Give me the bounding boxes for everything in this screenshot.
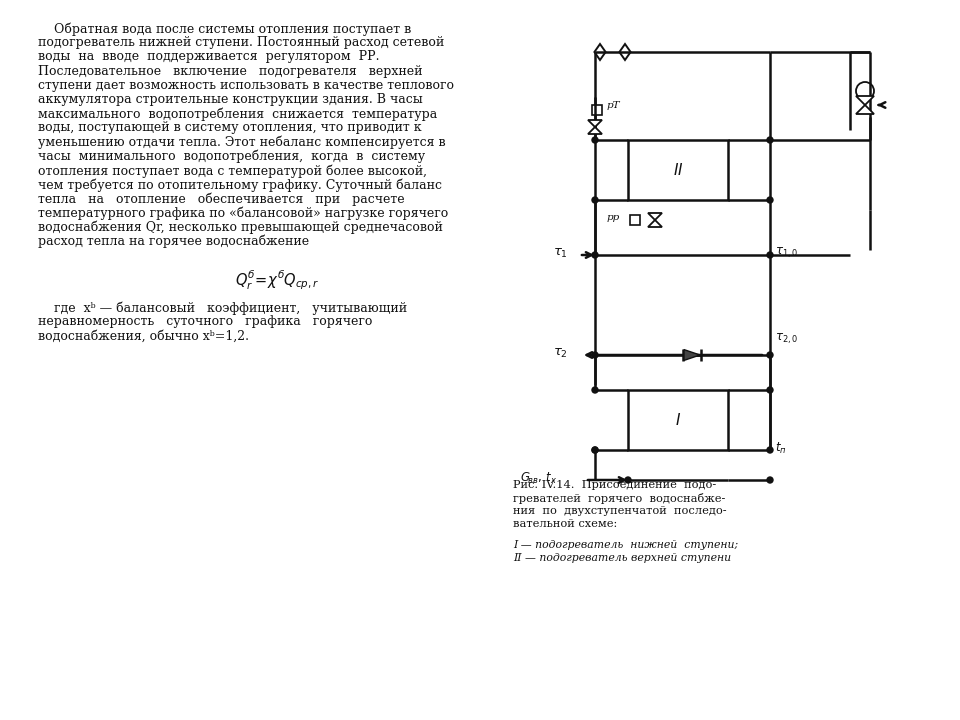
Circle shape xyxy=(767,197,773,203)
Circle shape xyxy=(767,447,773,453)
Polygon shape xyxy=(856,96,874,105)
Text: $\tau_1$: $\tau_1$ xyxy=(553,246,568,259)
Circle shape xyxy=(592,447,598,453)
Circle shape xyxy=(592,352,598,358)
Text: вательной схеме:: вательной схеме: xyxy=(513,519,617,529)
Text: где  хᵇ — балансовый   коэффициент,   учитывающий: где хᵇ — балансовый коэффициент, учитыва… xyxy=(38,301,407,315)
Text: водоснабжения Qr, несколько превышающей среднечасовой: водоснабжения Qr, несколько превышающей … xyxy=(38,221,443,234)
Text: чем требуется по отопительному графику. Суточный баланс: чем требуется по отопительному графику. … xyxy=(38,179,442,192)
Text: подогреватель нижней ступени. Постоянный расход сетевой: подогреватель нижней ступени. Постоянный… xyxy=(38,36,444,49)
Text: II — подогреватель верхней ступени: II — подогреватель верхней ступени xyxy=(513,553,732,563)
Circle shape xyxy=(592,137,598,143)
Circle shape xyxy=(767,137,773,143)
Circle shape xyxy=(767,387,773,393)
Text: рТ: рТ xyxy=(607,102,620,110)
Text: $\tau_{1,0}$: $\tau_{1,0}$ xyxy=(775,246,798,260)
Text: $t_п$: $t_п$ xyxy=(775,441,786,456)
Text: гревателей  горячего  водоснабже-: гревателей горячего водоснабже- xyxy=(513,493,726,504)
Text: Последовательное   включение   подогревателя   верхней: Последовательное включение подогревателя… xyxy=(38,65,422,78)
Circle shape xyxy=(592,387,598,393)
Text: расход тепла на горячее водоснабжение: расход тепла на горячее водоснабжение xyxy=(38,235,309,248)
Text: ния  по  двухступенчатой  последо-: ния по двухступенчатой последо- xyxy=(513,506,727,516)
Text: температурного графика по «балансовой» нагрузке горячего: температурного графика по «балансовой» н… xyxy=(38,207,448,220)
Text: $G_{\!вв},\,t_х$: $G_{\!вв},\,t_х$ xyxy=(520,470,558,485)
Bar xyxy=(592,105,602,115)
Circle shape xyxy=(592,197,598,203)
Text: воды  на  вводе  поддерживается  регулятором  РР.: воды на вводе поддерживается регулятором… xyxy=(38,50,379,63)
Polygon shape xyxy=(648,220,662,227)
Text: Рис. IV.14.  Присоединение  подо-: Рис. IV.14. Присоединение подо- xyxy=(513,480,716,490)
Text: аккумулятора строительные конструкции здания. В часы: аккумулятора строительные конструкции зд… xyxy=(38,93,422,106)
Text: воды, поступающей в систему отопления, что приводит к: воды, поступающей в систему отопления, ч… xyxy=(38,122,421,135)
Circle shape xyxy=(767,252,773,258)
Text: $\tau_{2,0}$: $\tau_{2,0}$ xyxy=(775,332,798,346)
Bar xyxy=(630,215,640,225)
Text: $\tau_2$: $\tau_2$ xyxy=(553,346,568,359)
Polygon shape xyxy=(588,127,602,134)
Text: $Q_r^б\!=\!\chi^б Q_{ср,r}$: $Q_r^б\!=\!\chi^б Q_{ср,r}$ xyxy=(235,267,320,292)
Text: рр: рр xyxy=(607,214,620,222)
Bar xyxy=(628,140,728,200)
Text: $\mathit{I}$: $\mathit{I}$ xyxy=(675,412,681,428)
Text: ступени дает возможность использовать в качестве теплового: ступени дает возможность использовать в … xyxy=(38,78,454,91)
Text: $\mathit{II}$: $\mathit{II}$ xyxy=(673,162,684,178)
Text: максимального  водопотребления  снижается  температура: максимального водопотребления снижается … xyxy=(38,107,437,121)
Circle shape xyxy=(592,447,598,453)
Circle shape xyxy=(592,252,598,258)
Circle shape xyxy=(767,477,773,483)
Text: Обратная вода после системы отопления поступает в: Обратная вода после системы отопления по… xyxy=(38,22,411,35)
Text: отопления поступает вода с температурой более высокой,: отопления поступает вода с температурой … xyxy=(38,164,427,178)
Polygon shape xyxy=(588,120,602,127)
Polygon shape xyxy=(684,350,700,361)
Circle shape xyxy=(625,477,631,483)
Text: I — подогреватель  нижней  ступени;: I — подогреватель нижней ступени; xyxy=(513,540,738,550)
Text: неравномерность   суточного   графика   горячего: неравномерность суточного графика горяче… xyxy=(38,315,372,328)
Bar xyxy=(628,390,728,450)
Text: водоснабжения, обычно хᵇ=1,2.: водоснабжения, обычно хᵇ=1,2. xyxy=(38,330,249,343)
Text: уменьшению отдачи тепла. Этот небаланс компенсируется в: уменьшению отдачи тепла. Этот небаланс к… xyxy=(38,135,445,149)
Text: часы  минимального  водопотребления,  когда  в  систему: часы минимального водопотребления, когда… xyxy=(38,150,425,163)
Polygon shape xyxy=(856,105,874,114)
Text: тепла   на   отопление   обеспечивается   при   расчете: тепла на отопление обеспечивается при ра… xyxy=(38,192,404,206)
Polygon shape xyxy=(648,213,662,220)
Circle shape xyxy=(767,352,773,358)
